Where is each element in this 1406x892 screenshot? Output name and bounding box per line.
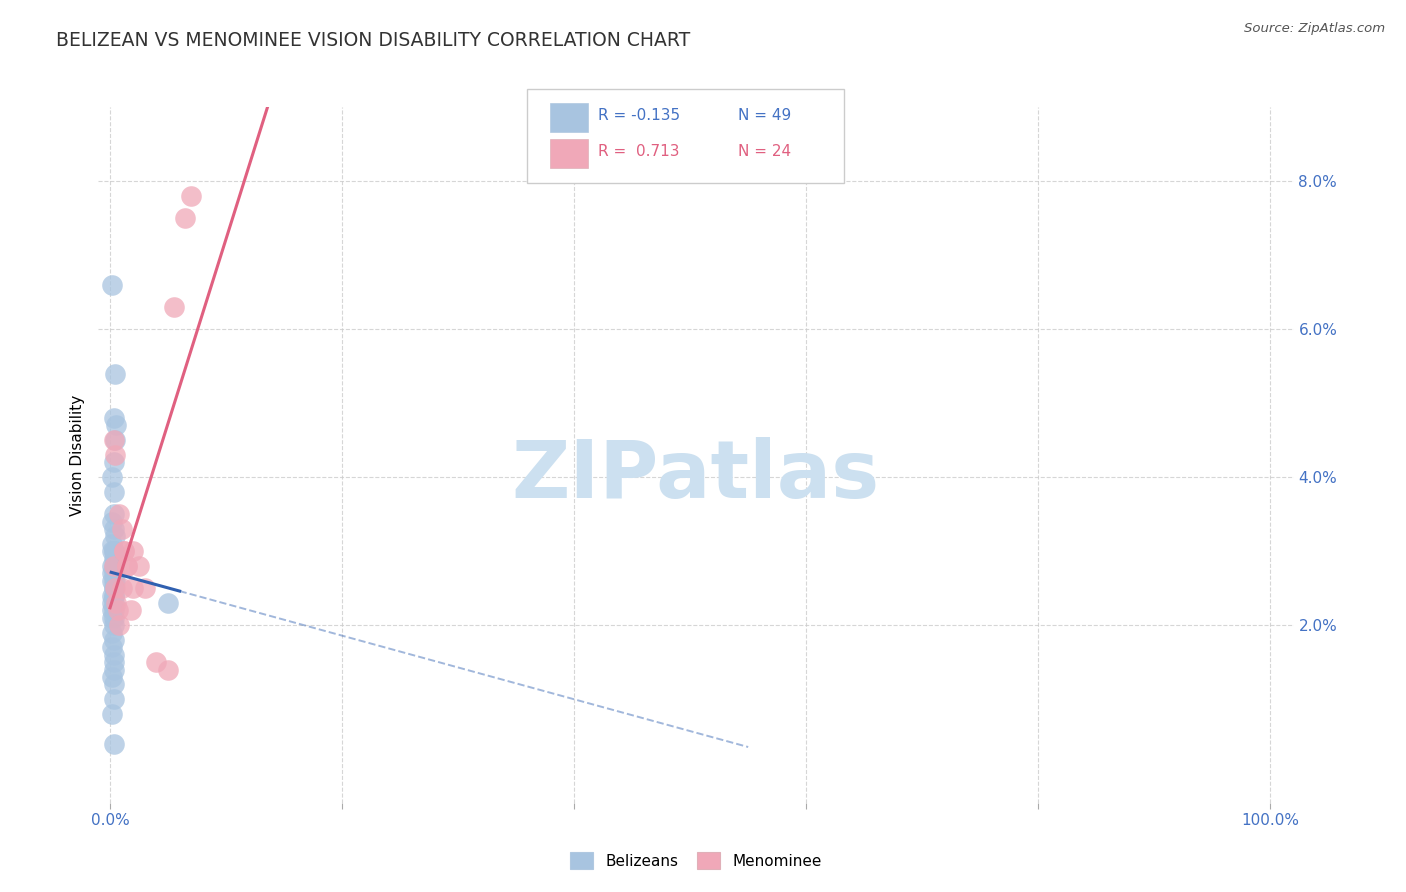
Point	[103, 566, 125, 581]
Point	[128, 558, 150, 573]
Point	[112, 544, 135, 558]
Point	[101, 640, 124, 655]
Point	[101, 706, 124, 721]
Point	[104, 418, 127, 433]
Point	[157, 596, 180, 610]
Point	[107, 603, 129, 617]
Point	[101, 625, 124, 640]
Legend: Belizeans, Menominee: Belizeans, Menominee	[564, 847, 828, 875]
Point	[103, 589, 125, 603]
Point	[101, 670, 124, 684]
Point	[103, 603, 125, 617]
Point	[103, 507, 125, 521]
Text: BELIZEAN VS MENOMINEE VISION DISABILITY CORRELATION CHART: BELIZEAN VS MENOMINEE VISION DISABILITY …	[56, 31, 690, 50]
Point	[111, 581, 134, 595]
Point	[103, 484, 125, 499]
Y-axis label: Vision Disability: Vision Disability	[69, 394, 84, 516]
Point	[104, 448, 127, 462]
Point	[101, 566, 124, 581]
Point	[103, 433, 125, 447]
Point	[103, 692, 125, 706]
Point	[104, 596, 127, 610]
Text: R =  0.713: R = 0.713	[598, 145, 679, 159]
Point	[103, 544, 125, 558]
Point	[103, 589, 125, 603]
Point	[101, 589, 124, 603]
Point	[103, 648, 125, 662]
Point	[117, 558, 139, 573]
Point	[101, 544, 124, 558]
Point	[103, 611, 125, 625]
Point	[103, 544, 125, 558]
Point	[112, 544, 135, 558]
Point	[104, 551, 127, 566]
Point	[103, 655, 125, 669]
Text: N = 24: N = 24	[738, 145, 792, 159]
Point	[101, 515, 124, 529]
Point	[134, 581, 156, 595]
Point	[103, 574, 125, 588]
Point	[108, 618, 131, 632]
Text: R = -0.135: R = -0.135	[598, 109, 679, 123]
Text: ZIPatlas: ZIPatlas	[512, 437, 880, 515]
Point	[103, 558, 125, 573]
Point	[117, 558, 139, 573]
Point	[163, 300, 186, 314]
Point	[174, 211, 197, 225]
Point	[101, 470, 124, 484]
Point	[103, 737, 125, 751]
Text: Source: ZipAtlas.com: Source: ZipAtlas.com	[1244, 22, 1385, 36]
Point	[101, 277, 124, 292]
Point	[111, 522, 134, 536]
Point	[103, 677, 125, 691]
Point	[104, 433, 127, 447]
Point	[104, 574, 127, 588]
Point	[103, 581, 125, 595]
Point	[103, 618, 125, 632]
Point	[104, 367, 127, 381]
Point	[101, 611, 124, 625]
Point	[101, 596, 124, 610]
Point	[103, 522, 125, 536]
Point	[101, 558, 124, 573]
Point	[103, 455, 125, 469]
Point	[103, 663, 125, 677]
Point	[122, 544, 145, 558]
Point	[103, 551, 125, 566]
Point	[101, 574, 124, 588]
Point	[120, 603, 142, 617]
Point	[103, 596, 125, 610]
Point	[101, 603, 124, 617]
Point	[108, 507, 131, 521]
Point	[103, 411, 125, 425]
Point	[101, 537, 124, 551]
Point	[103, 632, 125, 647]
Point	[103, 558, 125, 573]
Point	[180, 189, 202, 203]
Point	[103, 581, 125, 595]
Point	[157, 663, 180, 677]
Point	[104, 529, 127, 543]
Text: N = 49: N = 49	[738, 109, 792, 123]
Point	[122, 581, 145, 595]
Point	[145, 655, 167, 669]
Point	[104, 581, 127, 595]
